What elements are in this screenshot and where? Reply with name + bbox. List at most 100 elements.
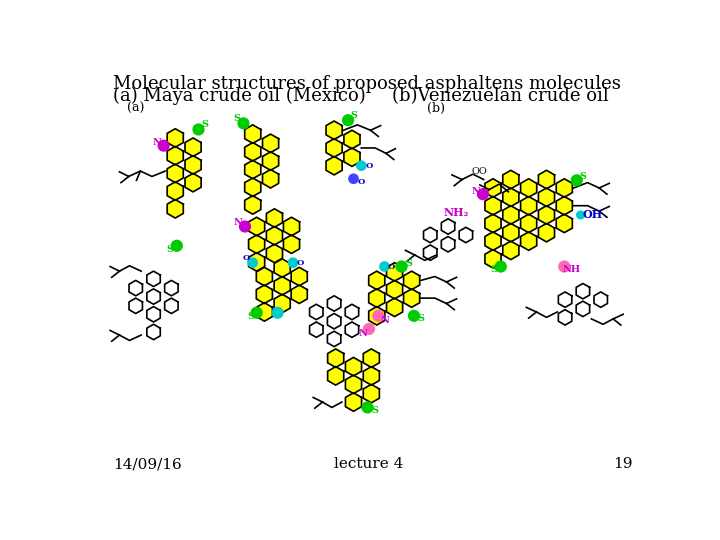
Polygon shape (248, 253, 265, 271)
Text: NH: NH (563, 265, 581, 274)
Polygon shape (274, 259, 290, 278)
Polygon shape (326, 139, 342, 157)
Circle shape (272, 307, 283, 318)
Polygon shape (245, 125, 261, 143)
Circle shape (396, 261, 407, 272)
Text: O: O (243, 254, 251, 262)
Polygon shape (369, 271, 384, 289)
Polygon shape (521, 197, 536, 215)
Polygon shape (274, 294, 290, 313)
Polygon shape (521, 214, 536, 233)
Polygon shape (557, 197, 572, 215)
Polygon shape (185, 173, 201, 192)
Polygon shape (284, 235, 300, 253)
Polygon shape (557, 214, 572, 233)
Polygon shape (291, 285, 307, 303)
Polygon shape (485, 232, 501, 251)
Polygon shape (245, 195, 261, 214)
Polygon shape (539, 170, 554, 189)
Text: (b)Venezuelan crude oil: (b)Venezuelan crude oil (392, 87, 609, 105)
Circle shape (362, 402, 373, 413)
Polygon shape (256, 303, 272, 321)
Polygon shape (326, 121, 342, 139)
Circle shape (349, 174, 358, 184)
Text: (a): (a) (127, 102, 145, 115)
Text: N: N (152, 138, 161, 147)
Polygon shape (485, 197, 501, 215)
Polygon shape (167, 200, 184, 218)
Circle shape (251, 307, 262, 318)
Circle shape (577, 211, 585, 219)
Circle shape (240, 221, 251, 232)
Text: (b): (b) (427, 102, 445, 115)
Polygon shape (346, 375, 361, 394)
Circle shape (193, 124, 204, 135)
Circle shape (171, 240, 182, 251)
Circle shape (559, 261, 570, 272)
Polygon shape (266, 226, 282, 245)
Polygon shape (503, 206, 519, 224)
Polygon shape (387, 298, 402, 316)
Polygon shape (387, 262, 402, 281)
Text: OO: OO (471, 166, 487, 176)
Circle shape (364, 323, 374, 334)
Polygon shape (263, 134, 279, 153)
Circle shape (289, 258, 297, 267)
Text: N: N (472, 187, 480, 195)
Polygon shape (263, 170, 279, 188)
Polygon shape (503, 170, 519, 189)
Polygon shape (266, 244, 282, 262)
Polygon shape (364, 367, 379, 385)
Circle shape (248, 258, 258, 267)
Polygon shape (274, 276, 290, 295)
Polygon shape (245, 160, 261, 179)
Text: O: O (388, 262, 395, 271)
Circle shape (408, 310, 419, 321)
Polygon shape (539, 224, 554, 242)
Polygon shape (485, 214, 501, 233)
Text: S: S (490, 265, 498, 274)
Text: N: N (233, 218, 243, 227)
Polygon shape (167, 164, 184, 183)
Polygon shape (284, 217, 300, 236)
Polygon shape (185, 138, 201, 157)
Polygon shape (167, 129, 184, 147)
Polygon shape (167, 182, 184, 200)
Text: N: N (359, 329, 367, 338)
Polygon shape (344, 148, 360, 166)
Circle shape (238, 118, 249, 129)
Text: (a) Maya crude oil (Mexico): (a) Maya crude oil (Mexico) (113, 87, 366, 105)
Circle shape (373, 310, 384, 321)
Polygon shape (256, 267, 272, 286)
Text: S: S (166, 245, 174, 254)
Text: O: O (358, 178, 365, 186)
Polygon shape (245, 143, 261, 161)
Polygon shape (328, 349, 343, 367)
Polygon shape (263, 152, 279, 170)
Text: 14/09/16: 14/09/16 (113, 457, 182, 471)
Polygon shape (369, 307, 384, 325)
Polygon shape (291, 267, 307, 286)
Circle shape (477, 189, 488, 200)
Text: 19: 19 (613, 457, 632, 471)
Polygon shape (485, 179, 501, 197)
Circle shape (571, 175, 582, 186)
Text: S: S (247, 312, 254, 321)
Polygon shape (404, 289, 420, 307)
Text: S: S (371, 406, 378, 415)
Polygon shape (503, 241, 519, 260)
Polygon shape (344, 130, 360, 148)
Text: S: S (351, 111, 358, 120)
Text: S: S (234, 114, 240, 123)
Circle shape (495, 261, 506, 272)
Circle shape (158, 140, 169, 151)
Text: OH: OH (582, 210, 602, 220)
Circle shape (356, 161, 366, 170)
Polygon shape (248, 235, 265, 253)
Polygon shape (328, 367, 343, 385)
Polygon shape (539, 188, 554, 206)
Circle shape (380, 262, 389, 271)
Text: N: N (381, 316, 390, 325)
Polygon shape (503, 188, 519, 206)
Polygon shape (521, 179, 536, 197)
